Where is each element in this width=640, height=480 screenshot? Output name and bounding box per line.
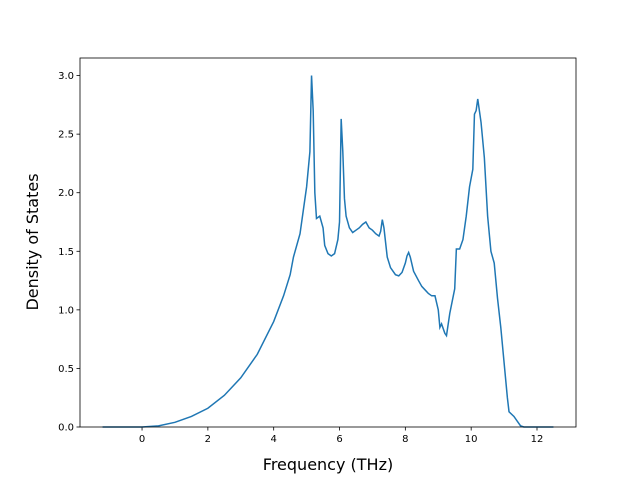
y-tick-label: 2.5 — [58, 130, 74, 141]
line — [102, 75, 554, 428]
x-tick-label: 4 — [271, 434, 277, 445]
y-tick-label: 1.0 — [58, 305, 74, 316]
y-tick-label: 3.0 — [58, 71, 74, 82]
y-tick-label: 2.0 — [58, 188, 74, 199]
x-tick-label: 0 — [139, 434, 145, 445]
axes-frame — [79, 57, 577, 428]
y-tick-label: 0.5 — [58, 364, 74, 375]
x-tick-label: 10 — [465, 434, 478, 445]
x-tick-label: 6 — [336, 434, 342, 445]
y-tick-label: 0.0 — [58, 423, 74, 434]
y-tick-label: 1.5 — [58, 247, 74, 258]
x-tick-label: 2 — [205, 434, 211, 445]
x-tick-label: 12 — [531, 434, 544, 445]
x-axis-label: Frequency (THz) — [263, 455, 393, 474]
y-axis-label: Density of States — [23, 173, 42, 310]
x-tick-label: 8 — [402, 434, 408, 445]
